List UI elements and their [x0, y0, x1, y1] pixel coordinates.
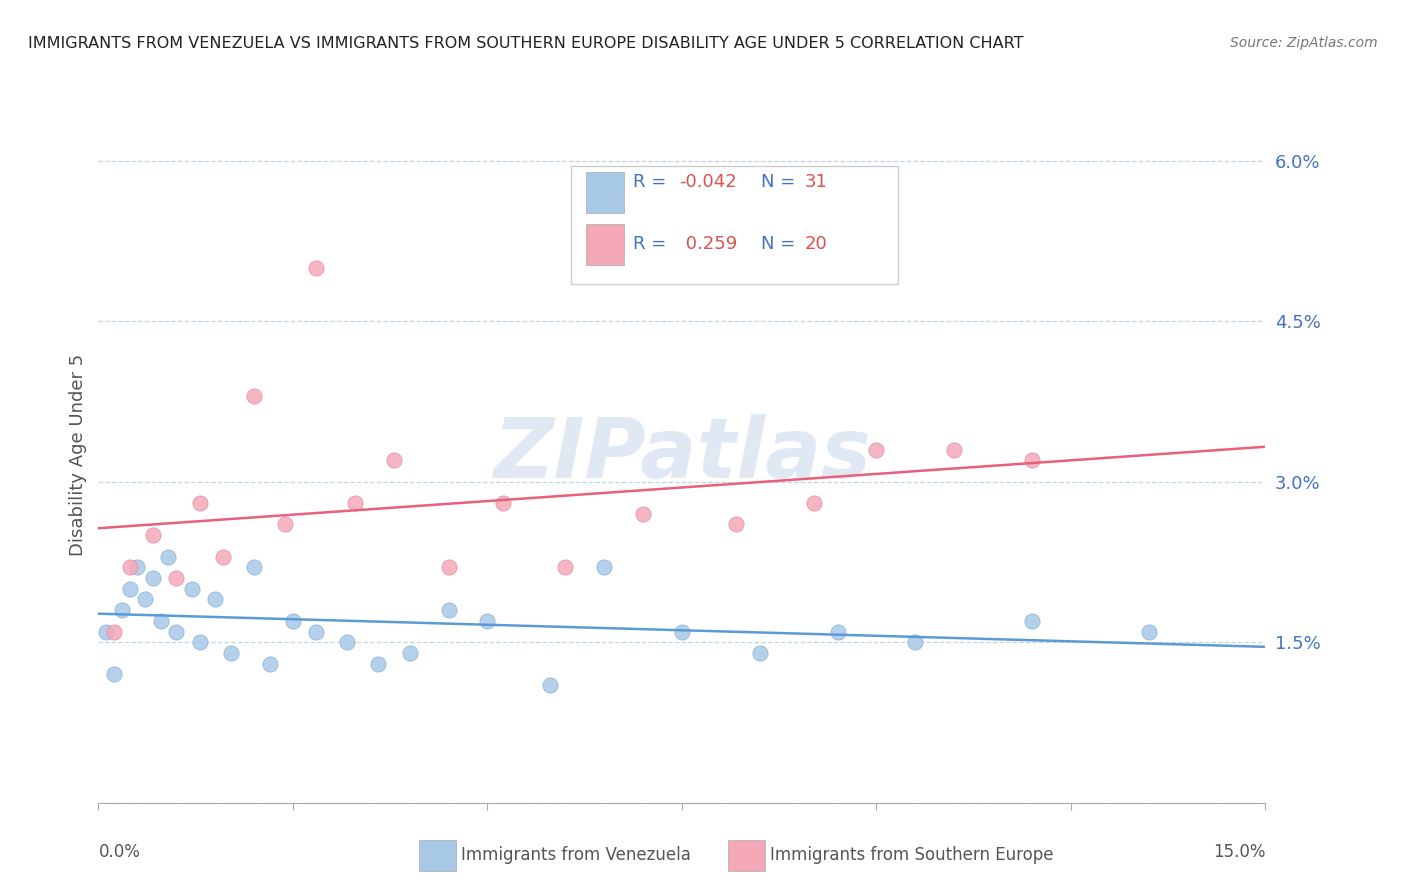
Text: Immigrants from Venezuela: Immigrants from Venezuela: [461, 847, 690, 864]
Point: [538, 678, 561, 692]
Point: [180, 582, 202, 596]
Point: [748, 646, 770, 660]
Point: [259, 657, 281, 671]
Point: [142, 571, 165, 585]
Point: [103, 624, 125, 639]
Point: [305, 624, 328, 639]
Text: 31: 31: [804, 173, 827, 191]
Point: [204, 592, 226, 607]
Point: [274, 517, 297, 532]
Text: N =: N =: [761, 173, 801, 191]
Point: [118, 582, 141, 596]
Point: [134, 592, 156, 607]
Point: [593, 560, 616, 574]
Point: [281, 614, 304, 628]
Point: [243, 389, 266, 403]
Point: [554, 560, 576, 574]
Point: [305, 260, 328, 275]
Text: Immigrants from Southern Europe: Immigrants from Southern Europe: [770, 847, 1054, 864]
Text: 0.0%: 0.0%: [98, 843, 141, 861]
Point: [219, 646, 242, 660]
Point: [437, 603, 460, 617]
Point: [1137, 624, 1160, 639]
FancyBboxPatch shape: [586, 224, 623, 265]
Point: [243, 560, 266, 574]
Point: [1021, 453, 1043, 467]
Point: [437, 560, 460, 574]
Text: 20: 20: [804, 235, 827, 253]
Point: [943, 442, 966, 457]
Point: [344, 496, 367, 510]
Point: [188, 496, 211, 510]
FancyBboxPatch shape: [571, 166, 898, 285]
Point: [212, 549, 235, 564]
Point: [827, 624, 849, 639]
Point: [96, 624, 118, 639]
Text: ZIPatlas: ZIPatlas: [494, 415, 870, 495]
Point: [118, 560, 141, 574]
Text: R =: R =: [633, 173, 672, 191]
Point: [725, 517, 748, 532]
Point: [477, 614, 499, 628]
Text: IMMIGRANTS FROM VENEZUELA VS IMMIGRANTS FROM SOUTHERN EUROPE DISABILITY AGE UNDE: IMMIGRANTS FROM VENEZUELA VS IMMIGRANTS …: [28, 36, 1024, 51]
Point: [111, 603, 134, 617]
Point: [165, 624, 187, 639]
Text: 0.259: 0.259: [679, 235, 737, 253]
Text: Source: ZipAtlas.com: Source: ZipAtlas.com: [1230, 36, 1378, 50]
Text: R =: R =: [633, 235, 672, 253]
Text: -0.042: -0.042: [679, 173, 737, 191]
Point: [157, 549, 180, 564]
Point: [1021, 614, 1043, 628]
Point: [865, 442, 887, 457]
Point: [103, 667, 125, 681]
Y-axis label: Disability Age Under 5: Disability Age Under 5: [69, 354, 87, 556]
Point: [367, 657, 389, 671]
FancyBboxPatch shape: [586, 172, 623, 213]
Point: [904, 635, 927, 649]
Text: N =: N =: [761, 235, 801, 253]
Point: [149, 614, 172, 628]
Point: [492, 496, 515, 510]
Point: [142, 528, 165, 542]
Point: [188, 635, 211, 649]
Point: [671, 624, 693, 639]
Point: [382, 453, 405, 467]
Point: [398, 646, 420, 660]
Point: [336, 635, 359, 649]
Point: [803, 496, 825, 510]
Point: [631, 507, 654, 521]
Point: [127, 560, 149, 574]
Text: 15.0%: 15.0%: [1213, 843, 1265, 861]
Point: [165, 571, 187, 585]
